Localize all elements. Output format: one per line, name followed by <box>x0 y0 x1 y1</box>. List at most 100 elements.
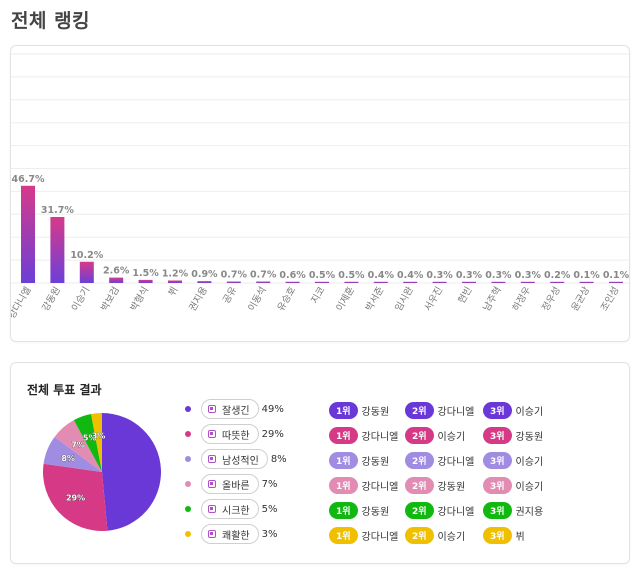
bar[interactable] <box>373 281 388 283</box>
rank-name: 이승기 <box>515 481 544 493</box>
legend-label: 올바른 <box>222 480 250 492</box>
pie-slice[interactable] <box>91 413 102 472</box>
x-tick-label: 강다니엘 <box>11 285 34 321</box>
data-label: 0.4% <box>368 270 395 281</box>
bar[interactable] <box>315 281 329 283</box>
rank-item[interactable]: 2위 이승기 <box>405 525 465 545</box>
rank-name: 권지용 <box>515 506 544 518</box>
ranking-bar-chart: 46.7%31.7%10.2%2.6% 1.5% 1.2% 0.9% 0.7% 0.7% 0… <box>11 53 631 321</box>
legend-item[interactable]: 시크한 5% <box>185 499 277 519</box>
rank-item[interactable]: 1위 강동원 <box>329 400 389 420</box>
vote-result-title: 전체 투표 결과 <box>27 383 102 397</box>
rank-item[interactable]: 3위 강동원 <box>483 425 543 445</box>
top3-row: 1위 강다니엘 2위 이승기 3위 뷔 <box>329 525 629 545</box>
rank-item[interactable]: 1위 강동원 <box>329 450 389 470</box>
rank-item[interactable]: 2위 강동원 <box>405 475 465 495</box>
rank-badge: 3위 <box>483 476 512 494</box>
legend-item[interactable]: 잘생긴 49% <box>185 399 284 419</box>
page-title: 전체 랭킹 <box>11 10 91 32</box>
rank-name: 강다니엘 <box>361 531 399 543</box>
rank-name: 강다니엘 <box>437 506 475 518</box>
data-label: 0.7% <box>221 270 248 281</box>
legend-pill[interactable]: 시크한 <box>201 499 259 519</box>
bar[interactable] <box>197 281 212 283</box>
bar[interactable] <box>403 281 418 283</box>
rank-item[interactable]: 3위 이승기 <box>483 400 543 420</box>
rank-name: 뷔 <box>515 531 525 543</box>
rank-name: 강다니엘 <box>361 481 399 493</box>
legend-percent: 29% <box>261 428 284 440</box>
tag-icon <box>208 405 216 413</box>
legend-percent: 7% <box>261 478 278 490</box>
bar[interactable] <box>21 185 35 283</box>
rank-name: 이승기 <box>515 406 544 418</box>
rank-item[interactable]: 3위 이승기 <box>483 450 543 470</box>
bar[interactable] <box>579 281 594 283</box>
bar[interactable] <box>79 261 94 283</box>
rank-item[interactable]: 2위 강다니엘 <box>405 500 474 520</box>
data-label: 46.7% <box>12 174 45 185</box>
rank-item[interactable]: 3위 권지용 <box>483 500 543 520</box>
ranking-chart-card: 46.7% 31.7% 10.2% 2.6% 1.5% 1.2% 0.9% 0.7% 0.7% 0… <box>10 45 631 342</box>
legend-item[interactable]: 남성적인 8% <box>185 449 287 469</box>
legend-item[interactable]: 올바른 7% <box>185 474 277 494</box>
pie-slice[interactable] <box>43 463 108 531</box>
vote-result-card: 전체 투표 결과 29% 8% 7% 5% 3% 잘생긴 49% 따뜻한 29% 남성적… <box>10 362 630 564</box>
bar[interactable] <box>462 281 476 283</box>
rank-name: 강다니엘 <box>437 406 475 418</box>
legend-label: 따뜻한 <box>222 430 250 442</box>
bar[interactable] <box>344 281 359 283</box>
pie-slice-label: 7% <box>71 440 85 449</box>
bar[interactable] <box>432 281 447 283</box>
pie-slice-label: 8% <box>61 454 75 463</box>
x-tick-label: 서우진 <box>423 285 446 313</box>
rank-item[interactable]: 1위 강다니엘 <box>329 525 398 545</box>
pie-slice[interactable] <box>54 420 102 472</box>
legend-item[interactable]: 쾌활한 3% <box>185 524 277 544</box>
rank-badge: 2위 <box>405 526 434 544</box>
x-tick-label: 조인성 <box>599 285 622 313</box>
pie-slice[interactable] <box>102 413 162 531</box>
rank-name: 강동원 <box>361 406 390 418</box>
bar[interactable] <box>520 281 535 283</box>
legend-label: 시크한 <box>222 505 250 517</box>
bar[interactable] <box>609 281 623 283</box>
legend-label: 쾌활한 <box>222 530 250 542</box>
bar[interactable] <box>491 281 506 283</box>
legend-pill[interactable]: 따뜻한 <box>201 424 259 444</box>
rank-badge: 2위 <box>405 501 434 519</box>
rank-item[interactable]: 1위 강다니엘 <box>329 425 398 445</box>
pie-slice-label: 5% <box>83 434 97 443</box>
rank-item[interactable]: 2위 이승기 <box>405 425 465 445</box>
rank-item[interactable]: 3위 이승기 <box>483 475 543 495</box>
bar[interactable] <box>550 281 565 283</box>
legend-dot <box>185 531 191 537</box>
bar[interactable] <box>226 281 241 283</box>
pie-slice[interactable] <box>73 414 102 472</box>
bar[interactable] <box>109 277 124 283</box>
rank-name: 이승기 <box>515 456 544 468</box>
data-label: 0.5% <box>309 270 336 281</box>
bar[interactable] <box>285 281 300 283</box>
data-label: 0.1% <box>603 270 630 281</box>
legend-dot <box>185 481 191 487</box>
rank-item[interactable]: 3위 뷔 <box>483 525 525 545</box>
legend-pill[interactable]: 잘생긴 <box>201 399 259 419</box>
legend-item[interactable]: 따뜻한 29% <box>185 424 284 444</box>
bar[interactable] <box>138 279 153 283</box>
rank-item[interactable]: 1위 강동원 <box>329 500 389 520</box>
legend-dot <box>185 431 191 437</box>
legend-pill[interactable]: 올바른 <box>201 474 259 494</box>
bar[interactable] <box>256 281 271 283</box>
bar[interactable] <box>50 217 65 283</box>
rank-badge: 3위 <box>483 526 512 544</box>
rank-item[interactable]: 2위 강다니엘 <box>405 400 474 420</box>
legend-pill[interactable]: 쾌활한 <box>201 524 259 544</box>
data-label: 0.3% <box>456 270 483 281</box>
data-label: 0.3% <box>515 270 542 281</box>
pie-slice[interactable] <box>43 436 102 472</box>
legend-pill[interactable]: 남성적인 <box>201 449 268 469</box>
rank-item[interactable]: 2위 강다니엘 <box>405 450 474 470</box>
bar[interactable] <box>168 280 182 283</box>
rank-item[interactable]: 1위 강다니엘 <box>329 475 398 495</box>
